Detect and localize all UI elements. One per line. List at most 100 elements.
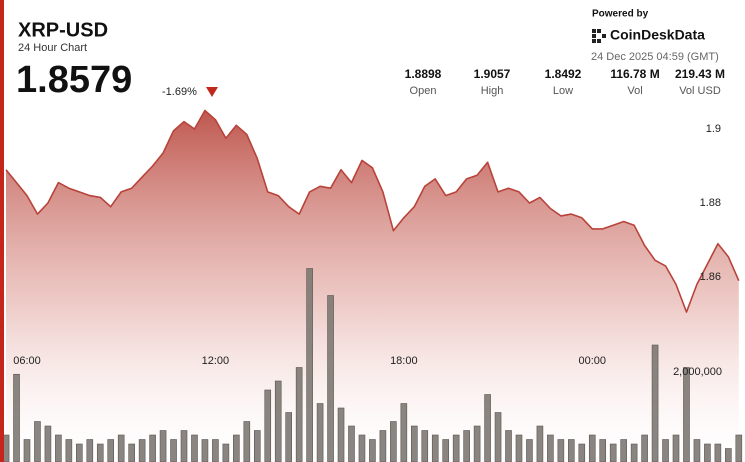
volume-bar	[725, 448, 732, 462]
volume-bar	[337, 407, 345, 462]
stat-label: High	[481, 85, 504, 97]
timestamp: 24 Dec 2025 04:59 (GMT)	[591, 51, 719, 63]
volume-bar	[400, 403, 408, 462]
volume-bar	[274, 380, 282, 462]
price-area	[6, 110, 739, 462]
volume-bar	[588, 434, 596, 462]
volume-bar	[358, 434, 366, 462]
volume-bar	[138, 439, 146, 462]
volume-bar	[452, 434, 460, 462]
volume-bar	[473, 425, 481, 462]
volume-bar	[107, 439, 115, 462]
volume-bar	[379, 430, 387, 462]
volume-bar	[285, 412, 292, 462]
volume-bar	[327, 295, 334, 462]
volume-bar	[505, 430, 512, 462]
volume-bar	[55, 434, 62, 462]
volume-bar	[96, 443, 104, 462]
volume-bar	[578, 443, 586, 462]
volume-bar	[170, 439, 177, 462]
volume-bar	[212, 439, 219, 462]
volume-bar	[714, 443, 722, 462]
x-tick-label: 12:00	[202, 355, 230, 367]
volume-bar	[683, 367, 690, 462]
volume-bar	[233, 434, 240, 462]
brand: CoinDeskData	[610, 27, 705, 43]
volume-bar	[536, 425, 544, 462]
volume-bar	[65, 439, 73, 462]
stat-label: Vol USD	[679, 85, 721, 97]
powered-by: Powered by	[592, 9, 649, 20]
volume-bar	[243, 421, 251, 462]
volume-bar	[494, 412, 502, 462]
volume-bar	[159, 430, 167, 462]
accent-bar	[0, 0, 4, 462]
volume-bar	[599, 439, 607, 462]
stat-value: 116.78 M	[610, 67, 659, 81]
volume-bar	[568, 439, 575, 462]
volume-bar	[76, 443, 83, 462]
stat-value: 219.43 M	[675, 67, 725, 81]
volume-bar	[264, 389, 272, 462]
volume-bar	[609, 443, 617, 462]
volume-bar	[526, 439, 533, 462]
volume-bar	[295, 367, 303, 462]
volume-bar	[149, 434, 156, 462]
volume-bar	[630, 443, 638, 462]
volume-bar	[44, 425, 52, 462]
volume-bar	[662, 439, 669, 462]
plot-area: 1.86 1.88 1.9 2,000,000 06:00 12:00 18:00 00:00	[2, 109, 743, 462]
brand-icon	[592, 29, 606, 43]
y-tick-label: 1.86	[700, 271, 721, 283]
chart-subtitle: 24 Hour Chart	[18, 42, 87, 54]
volume-bar	[693, 439, 701, 462]
volume-bar	[557, 439, 565, 462]
volume-bar	[306, 268, 313, 462]
y-tick-label: 1.9	[706, 123, 721, 135]
volume-bar	[180, 430, 188, 462]
stats: 1.8898 Open 1.9057 High 1.8492 Low 116.78 M Vol…	[405, 67, 725, 97]
volume-bar	[201, 439, 209, 462]
change: -1.69%	[162, 86, 197, 98]
chart-title: XRP-USD	[18, 19, 108, 41]
volume-bar	[515, 434, 523, 462]
volume-bar	[484, 394, 491, 462]
volume-bar	[735, 434, 743, 462]
volume-bar	[390, 421, 397, 462]
volume-bar	[369, 439, 376, 462]
stat-value: 1.8898	[405, 67, 442, 81]
stat-label: Open	[410, 85, 437, 97]
volume-bar	[34, 421, 41, 462]
stat-label: Low	[553, 85, 573, 97]
down-arrow	[206, 87, 218, 97]
y2-tick-label: 2,000,000	[673, 366, 722, 378]
volume-bar	[442, 439, 450, 462]
volume-bar	[222, 443, 230, 462]
volume-bar	[411, 425, 418, 462]
stat-label: Vol	[627, 85, 642, 97]
volume-bar	[348, 425, 355, 462]
volume-bar	[13, 373, 20, 462]
price: 1.8579	[16, 59, 132, 101]
stat-value: 1.8492	[545, 67, 582, 81]
volume-bar	[191, 434, 198, 462]
y-tick-label: 1.88	[700, 197, 721, 209]
volume-bar	[316, 403, 324, 462]
volume-bar	[641, 434, 648, 462]
volume-bar	[651, 344, 659, 462]
price-line	[5, 109, 740, 313]
volume-bar	[23, 439, 31, 462]
volume-bar	[547, 434, 554, 462]
volume-bar	[86, 439, 94, 462]
x-tick-label: 06:00	[13, 355, 41, 367]
stat-value: 1.9057	[474, 67, 511, 81]
volume-bar	[253, 430, 261, 462]
x-tick-label: 00:00	[578, 355, 606, 367]
volume-bar	[672, 434, 680, 462]
x-tick-label: 18:00	[390, 355, 418, 367]
volume-bar	[421, 430, 429, 462]
volume-bar	[117, 434, 125, 462]
volume-bar	[431, 434, 439, 462]
